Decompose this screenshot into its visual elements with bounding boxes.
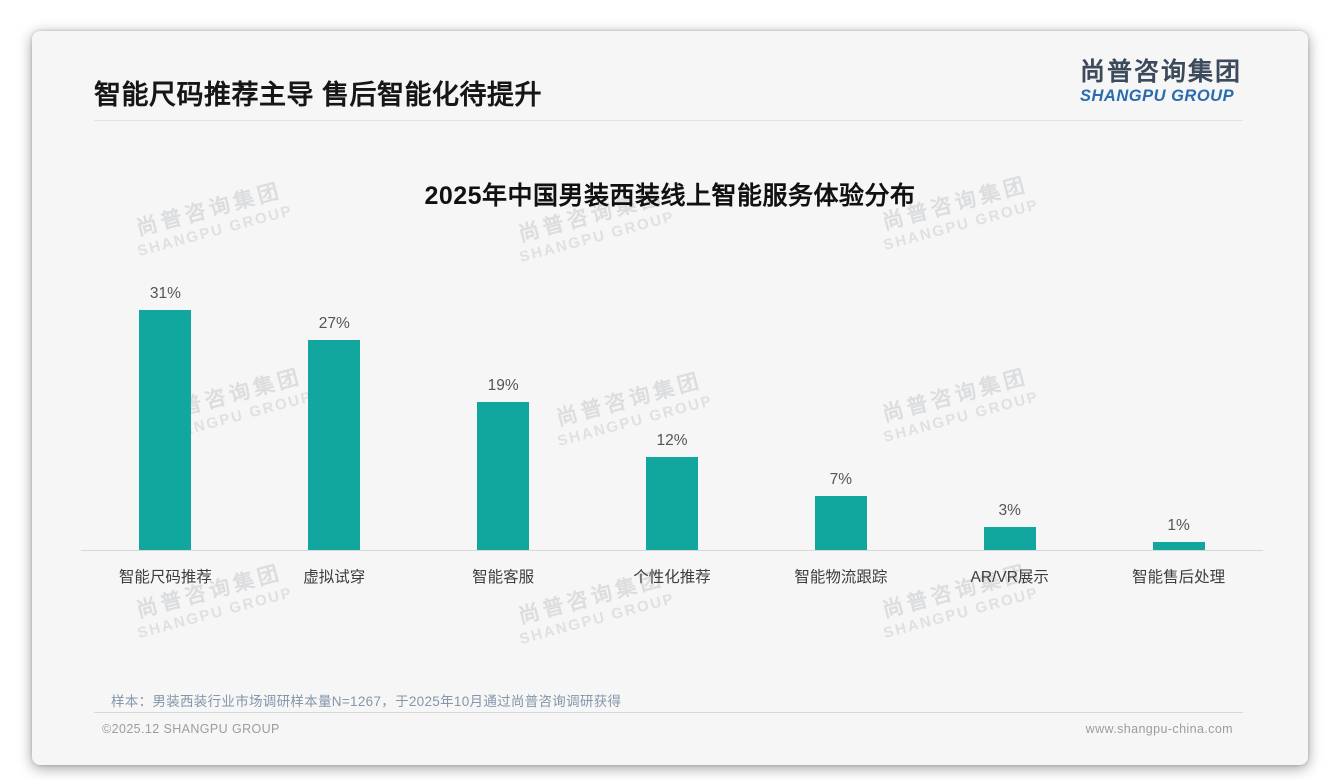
copyright-text: ©2025.12 SHANGPU GROUP xyxy=(102,722,280,736)
category-label: 虚拟试穿 xyxy=(303,569,366,586)
category-labels-row: 智能尺码推荐 虚拟试穿 智能客服 个性化推荐 智能物流跟踪 AR/VR展示 智能售后处理 xyxy=(81,551,1263,587)
bar xyxy=(139,310,192,550)
company-logo: 尚普咨询集团 SHANGPU GROUP xyxy=(1080,57,1242,106)
page-title: 智能尺码推荐主导 售后智能化待提升 xyxy=(94,80,543,110)
bar-group: 7% xyxy=(756,285,925,550)
x-axis-line xyxy=(81,550,1263,551)
bar-group: 3% xyxy=(925,285,1094,550)
category-label: 智能物流跟踪 xyxy=(794,569,888,586)
bar-group: 31% xyxy=(81,285,250,550)
bar-chart: 31% 27% 19% 12% 7% 3% 1% 智能尺码推荐 虚拟试穿 智能客服 个性化推荐 智能… xyxy=(81,285,1263,587)
bar xyxy=(983,526,1036,550)
category-label: 个性化推荐 xyxy=(633,569,711,586)
bar-value-label: 19% xyxy=(487,377,519,395)
report-slide: 尚普咨询集团 SHANGPU GROUP 尚普咨询集团 SHANGPU GROUP 尚普… xyxy=(32,31,1308,765)
category-label: 智能尺码推荐 xyxy=(118,569,212,586)
bar xyxy=(308,340,361,550)
bar-value-label: 31% xyxy=(149,285,181,302)
footer-divider xyxy=(94,712,1243,713)
category-label: AR/VR展示 xyxy=(970,569,1049,586)
logo-chinese-name: 尚普咨询集团 xyxy=(1079,58,1242,86)
bar-value-label: 1% xyxy=(1167,517,1190,535)
bar-value-label: 7% xyxy=(829,470,853,488)
bar xyxy=(646,456,698,550)
chart-title: 2025年中国男装西装线上智能服务体验分布 xyxy=(424,182,916,210)
bar xyxy=(477,402,530,550)
bar-value-label: 12% xyxy=(656,431,688,449)
sample-source-note: 样本：男装西装行业市场调研样本量N=1267，于2025年10月通过尚普咨询调研… xyxy=(111,694,622,709)
bar-group: 27% xyxy=(250,285,419,550)
logo-english-name: SHANGPU GROUP xyxy=(1079,87,1235,105)
bars-row: 31% 27% 19% 12% 7% 3% 1% xyxy=(81,285,1263,550)
website-text: www.shangpu-china.com xyxy=(1085,722,1233,736)
bar-group: 1% xyxy=(1094,285,1263,550)
category-label: 智能售后处理 xyxy=(1132,569,1226,586)
bar-value-label: 3% xyxy=(998,501,1021,519)
bar xyxy=(1152,542,1205,550)
bar-group: 12% xyxy=(588,285,757,550)
category-label: 智能客服 xyxy=(472,569,535,586)
bar-value-label: 27% xyxy=(318,315,350,333)
bar xyxy=(814,495,867,550)
header-divider xyxy=(94,120,1243,121)
bar-group: 19% xyxy=(419,285,588,550)
